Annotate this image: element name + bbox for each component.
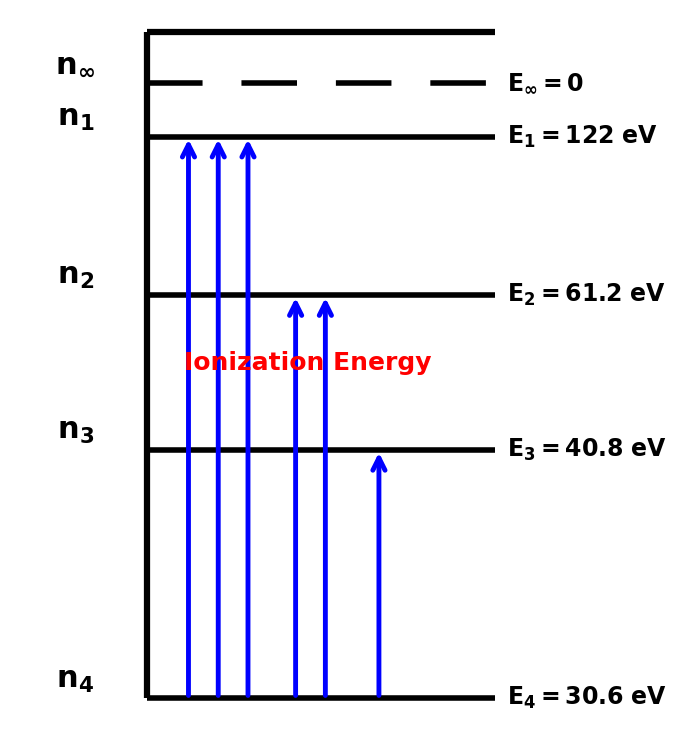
Text: $\mathbf{E_4 = 30.6\ eV}$: $\mathbf{E_4 = 30.6\ eV}$ [507, 685, 667, 711]
Text: $\mathbf{n_3}$: $\mathbf{n_3}$ [57, 417, 94, 446]
Text: $\mathbf{E_1 = 122\ eV}$: $\mathbf{E_1 = 122\ eV}$ [507, 123, 658, 150]
Text: Ionization Energy: Ionization Energy [184, 352, 431, 375]
Text: $\mathbf{E_2 = 61.2\ eV}$: $\mathbf{E_2 = 61.2\ eV}$ [507, 282, 666, 308]
Text: $\mathbf{n_2}$: $\mathbf{n_2}$ [57, 262, 94, 291]
Text: $\mathbf{n_1}$: $\mathbf{n_1}$ [57, 104, 94, 133]
Text: $\mathbf{E_3 = 40.8\ eV}$: $\mathbf{E_3 = 40.8\ eV}$ [507, 437, 666, 463]
Text: $\mathbf{n_\infty}$: $\mathbf{n_\infty}$ [55, 50, 95, 79]
Text: $\mathbf{E_\infty = 0}$: $\mathbf{E_\infty = 0}$ [507, 70, 584, 95]
Text: $\mathbf{n_4}$: $\mathbf{n_4}$ [57, 666, 94, 694]
